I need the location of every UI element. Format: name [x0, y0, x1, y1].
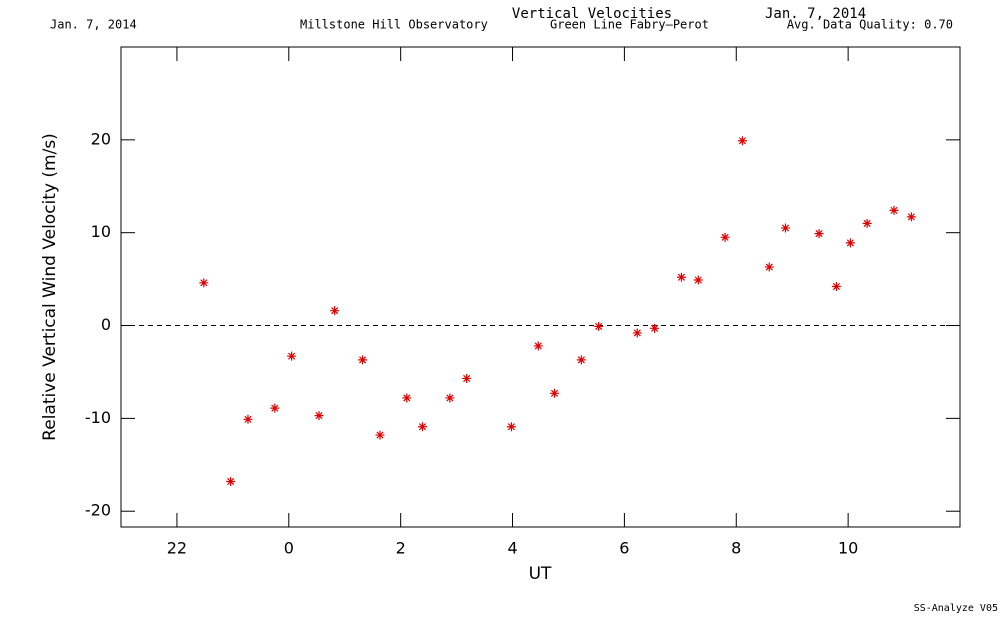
- asterisk: [764, 262, 774, 272]
- x-tick-label: 2: [396, 539, 406, 558]
- point: [676, 272, 686, 282]
- date-right: Jan. 7, 2014: [765, 6, 866, 22]
- point: [576, 355, 586, 365]
- asterisk: [243, 414, 253, 424]
- point: [445, 393, 455, 403]
- observatory: Millstone Hill Observatory: [300, 18, 488, 32]
- x-axis-label: UT: [529, 564, 552, 584]
- asterisk: [270, 403, 280, 413]
- asterisk: [330, 306, 340, 316]
- asterisk: [533, 341, 543, 351]
- point: [314, 411, 324, 421]
- asterisk: [845, 238, 855, 248]
- plot-frame: [120, 46, 961, 528]
- asterisk: [862, 218, 872, 228]
- point: [417, 422, 427, 432]
- date-left: Jan. 7, 2014: [50, 18, 137, 32]
- x-tick-label: 22: [167, 539, 187, 558]
- asterisk: [737, 136, 747, 146]
- point: [549, 388, 559, 398]
- point: [889, 205, 899, 215]
- point: [533, 341, 543, 351]
- point: [780, 223, 790, 233]
- point: [720, 232, 730, 242]
- point: [906, 212, 916, 222]
- asterisk: [417, 422, 427, 432]
- point: [330, 306, 340, 316]
- y-tick-label: 20: [91, 129, 111, 148]
- point: [764, 262, 774, 272]
- x-tick-label: 0: [284, 539, 294, 558]
- asterisk: [445, 393, 455, 403]
- point: [831, 282, 841, 292]
- point: [375, 430, 385, 440]
- quality: Avg. Data Quality: 0.70: [787, 18, 953, 32]
- asterisk: [780, 223, 790, 233]
- asterisk: [676, 272, 686, 282]
- asterisk: [814, 229, 824, 239]
- asterisk: [650, 323, 660, 333]
- point: [814, 229, 824, 239]
- asterisk: [632, 328, 642, 338]
- point: [650, 323, 660, 333]
- asterisk: [287, 351, 297, 361]
- point: [287, 351, 297, 361]
- point: [862, 218, 872, 228]
- point: [358, 355, 368, 365]
- asterisk: [199, 278, 209, 288]
- x-tick-label: 10: [838, 539, 858, 558]
- point: [506, 422, 516, 432]
- asterisk: [506, 422, 516, 432]
- chart-title: Vertical Velocities: [512, 6, 672, 22]
- asterisk: [462, 373, 472, 383]
- asterisk: [226, 477, 236, 487]
- point: [226, 477, 236, 487]
- point: [462, 373, 472, 383]
- asterisk: [358, 355, 368, 365]
- x-tick-label: 6: [619, 539, 629, 558]
- y-tick-label: -20: [85, 501, 111, 520]
- x-tick-label: 8: [731, 539, 741, 558]
- asterisk: [402, 393, 412, 403]
- point: [199, 278, 209, 288]
- point: [270, 403, 280, 413]
- asterisk: [831, 282, 841, 292]
- y-tick-label: 0: [101, 315, 111, 334]
- footer: SS-Analyze V05: [914, 603, 998, 614]
- asterisk: [594, 321, 604, 331]
- asterisk: [720, 232, 730, 242]
- instrument: Green Line Fabry—Perot: [550, 18, 709, 32]
- point: [243, 414, 253, 424]
- point: [632, 328, 642, 338]
- asterisk: [693, 275, 703, 285]
- y-axis-label: Relative Vertical Wind Velocity (m/s): [40, 133, 60, 441]
- point: [594, 321, 604, 331]
- y-tick-label: -10: [85, 408, 111, 427]
- asterisk: [906, 212, 916, 222]
- point: [402, 393, 412, 403]
- asterisk: [576, 355, 586, 365]
- point: [845, 238, 855, 248]
- asterisk: [375, 430, 385, 440]
- asterisk: [889, 205, 899, 215]
- point: [737, 136, 747, 146]
- point: [693, 275, 703, 285]
- asterisk: [314, 411, 324, 421]
- y-tick-label: 10: [91, 222, 111, 241]
- asterisk: [549, 388, 559, 398]
- x-tick-label: 4: [507, 539, 517, 558]
